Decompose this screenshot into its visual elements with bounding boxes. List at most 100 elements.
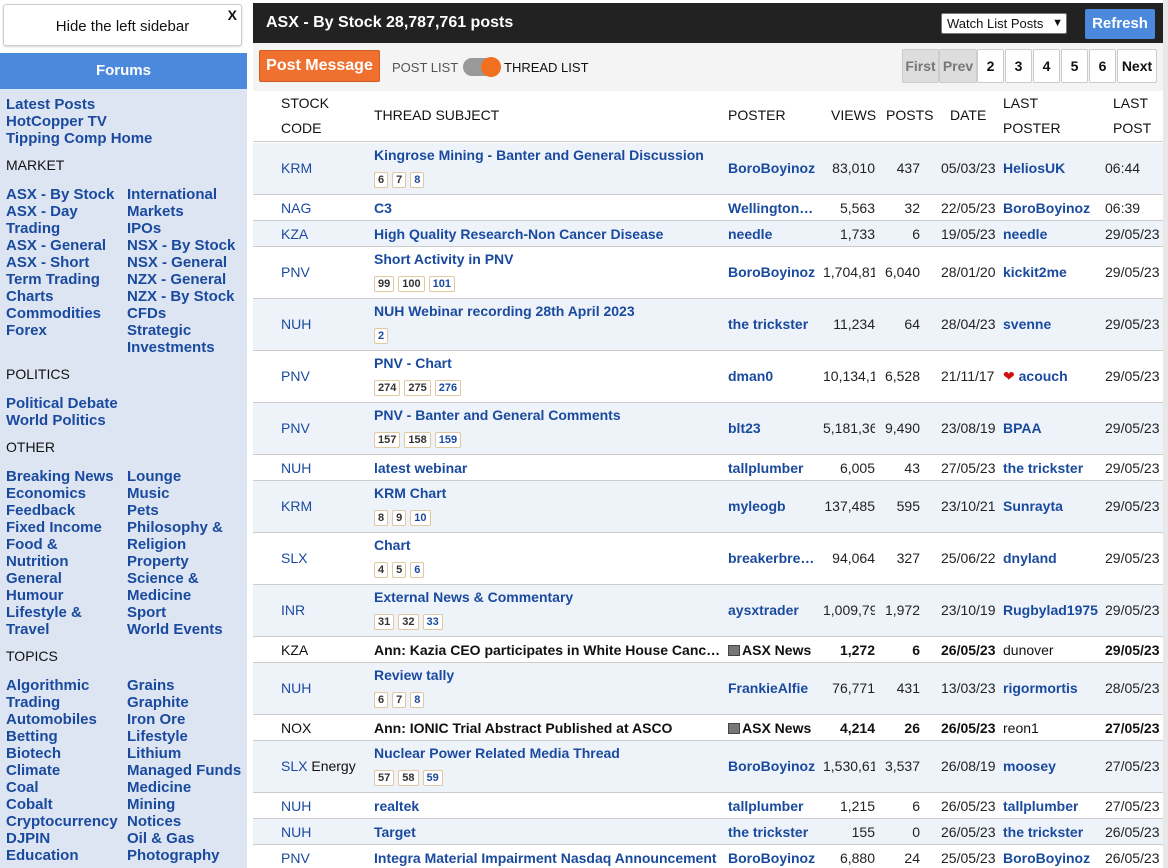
stock-code-link[interactable]: NUH — [281, 316, 312, 332]
stock-code-link[interactable]: NUH — [281, 460, 312, 476]
market-col1-link[interactable]: Term Trading — [6, 271, 100, 288]
poster-link[interactable]: blt23 — [728, 420, 761, 436]
market-col2-link[interactable]: IPOs — [127, 220, 162, 237]
thread-subject-link[interactable]: C3 — [374, 200, 392, 216]
other-col2-link[interactable]: Religion — [127, 536, 187, 553]
table-row[interactable]: NAG C3 Wellington1… 5,563 32 22/05/23 BoroBoyi… — [253, 195, 1163, 221]
other-col1-link[interactable]: Humour — [6, 587, 64, 604]
poster-link[interactable]: BoroBoyinoz — [728, 758, 816, 774]
market-col1-link[interactable]: Forex — [6, 322, 47, 339]
scrollbar[interactable] — [1163, 0, 1168, 868]
topics-col1-link[interactable]: Algorithmic — [6, 677, 90, 694]
table-row[interactable]: SLX Energy Nuclear Power Related Media Th… — [253, 741, 1163, 793]
poster-link[interactable]: myleogb — [728, 498, 786, 514]
thread-page-link[interactable]: 276 — [434, 380, 462, 396]
last-poster-link[interactable]: BoroBoyinoz — [1003, 200, 1091, 216]
page-button-3[interactable]: 3 — [1005, 49, 1032, 83]
thread-subject-link[interactable]: realtek — [374, 798, 420, 814]
page-button-4[interactable]: 4 — [1033, 49, 1060, 83]
market-col2-link[interactable]: Strategic — [127, 322, 192, 339]
thread-subject-link[interactable]: Nuclear Power Related Media Thread — [374, 745, 620, 761]
thread-subject-link[interactable]: High Quality Research-Non Cancer Disease — [374, 226, 664, 242]
poster-link[interactable]: Wellington1… — [728, 200, 820, 216]
thread-page-link[interactable]: 7 — [392, 692, 407, 708]
stock-code-link[interactable]: PNV — [281, 420, 310, 436]
last-poster-link[interactable]: moosey — [1003, 758, 1056, 774]
stock-code-link[interactable]: NOX — [281, 720, 312, 736]
other-col2-link[interactable]: Property — [127, 553, 189, 570]
refresh-button[interactable]: Refresh — [1085, 9, 1155, 39]
thread-page-link[interactable]: 58 — [398, 770, 419, 786]
poster-link[interactable]: the trickster — [728, 824, 809, 840]
politics-link[interactable]: Political Debate — [6, 395, 118, 412]
topics-col2-link[interactable]: Photography — [127, 847, 220, 864]
poster-link[interactable]: needle — [728, 226, 773, 242]
last-poster-link[interactable]: BPAA — [1003, 420, 1042, 436]
poster-link[interactable]: FrankieAlfie — [728, 680, 809, 696]
topics-col1-link[interactable]: Education — [6, 847, 79, 864]
poster-link[interactable]: tallplumber — [728, 798, 804, 814]
thread-list-label[interactable]: THREAD LIST — [504, 60, 589, 75]
market-col2-link[interactable]: NSX - By Stock — [127, 237, 236, 254]
other-col1-link[interactable]: Travel — [6, 621, 50, 638]
last-poster-link[interactable]: tallplumber — [1003, 798, 1079, 814]
thread-page-link[interactable]: 99 — [374, 276, 395, 292]
topics-col1-link[interactable]: DJPIN — [6, 830, 51, 847]
thread-page-link[interactable]: 9 — [392, 510, 407, 526]
thread-subject-link[interactable]: KRM Chart — [374, 485, 447, 501]
thread-page-link[interactable]: 6 — [410, 562, 425, 578]
thread-page-link[interactable]: 275 — [404, 380, 431, 396]
last-poster-link[interactable]: HeliosUK — [1003, 160, 1066, 176]
poster-link[interactable]: dman0 — [728, 368, 774, 384]
thread-page-link[interactable]: 4 — [374, 562, 389, 578]
thread-subject-link[interactable]: PNV - Chart — [374, 355, 452, 371]
thread-page-link[interactable]: 31 — [374, 614, 395, 630]
poster-link[interactable]: tallplumber — [728, 460, 804, 476]
other-col1-link[interactable]: Lifestyle & — [6, 604, 82, 621]
thread-page-link[interactable]: 159 — [434, 432, 462, 448]
thread-subject-link[interactable]: latest webinar — [374, 460, 468, 476]
other-col1-link[interactable]: Fixed Income — [6, 519, 102, 536]
market-col2-link[interactable]: NSX - General — [127, 254, 228, 271]
topics-col1-link[interactable]: Climate — [6, 762, 61, 779]
table-row[interactable]: SLX Chart 4 5 6 breakerbrea… 94,064 327 25/06/22… — [253, 533, 1163, 585]
table-row[interactable]: PNV Integra Material Impairment Nasdaq An… — [253, 845, 1163, 868]
stock-code-link[interactable]: INR — [281, 602, 306, 618]
page-button-5[interactable]: 5 — [1061, 49, 1088, 83]
table-row[interactable]: KZA High Quality Research-Non Cancer Dise… — [253, 221, 1163, 247]
table-row[interactable]: PNV PNV - Banter and General Comments 157 1… — [253, 403, 1163, 455]
market-col1-link[interactable]: ASX - Day — [6, 203, 78, 220]
poster-link[interactable]: ASX News — [728, 720, 820, 736]
poster-link[interactable]: aysxtrader — [728, 602, 799, 618]
market-col2-link[interactable]: CFDs — [127, 305, 167, 322]
poster-link[interactable]: BoroBoyinoz — [728, 264, 816, 280]
other-col1-link[interactable]: Feedback — [6, 502, 76, 519]
table-row[interactable]: NUH NUH Webinar recording 28th April 2023… — [253, 299, 1163, 351]
table-row[interactable]: KRM KRM Chart 8 9 10 myleogb 137,485 595 23/10/2… — [253, 481, 1163, 533]
topics-col2-link[interactable]: Grains — [127, 677, 175, 694]
thread-page-link[interactable]: 100 — [398, 276, 425, 292]
topics-col1-link[interactable]: Biotech — [6, 745, 62, 762]
thread-page-link[interactable]: 274 — [374, 380, 401, 396]
thread-page-link[interactable]: 6 — [374, 692, 389, 708]
other-col2-link[interactable]: Medicine — [127, 587, 192, 604]
other-col1-link[interactable]: General — [6, 570, 62, 587]
last-poster-link[interactable]: Rugbylad1975 — [1003, 602, 1098, 618]
list-view-toggle[interactable] — [463, 57, 501, 77]
thread-page-link[interactable]: 8 — [410, 172, 425, 188]
stock-code-link[interactable]: KZA — [281, 226, 309, 242]
topics-col2-link[interactable]: Graphite — [127, 694, 189, 711]
other-col1-link[interactable]: Breaking News — [6, 468, 114, 485]
topics-col1-link[interactable]: Automobiles — [6, 711, 97, 728]
thread-page-link[interactable]: 2 — [374, 328, 389, 344]
topics-col2-link[interactable]: Lifestyle — [127, 728, 188, 745]
post-list-label[interactable]: POST LIST — [392, 60, 459, 75]
post-message-button[interactable]: Post Message — [259, 50, 380, 82]
other-col1-link[interactable]: Economics — [6, 485, 87, 502]
close-icon[interactable]: X — [227, 7, 237, 23]
topics-col2-link[interactable]: Notices — [127, 813, 182, 830]
stock-code-link[interactable]: KRM — [281, 498, 313, 514]
market-col2-link[interactable]: Markets — [127, 203, 184, 220]
thread-subject-link[interactable]: PNV - Banter and General Comments — [374, 407, 621, 423]
stock-code-link[interactable]: NUH — [281, 824, 312, 840]
